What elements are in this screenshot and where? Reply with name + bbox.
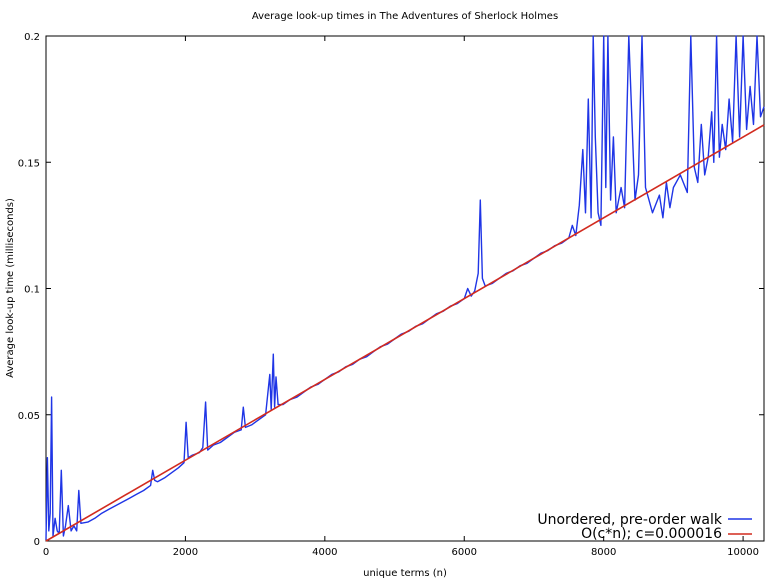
y-tick-label: 0	[34, 537, 40, 548]
y-tick-label: 0.1	[24, 285, 40, 296]
series-line-1	[45, 124, 765, 542]
x-tick-label: 10000	[727, 547, 759, 558]
x-tick-label: 0	[43, 547, 49, 558]
y-tick-label: 0.2	[24, 32, 40, 43]
x-tick-label: 2000	[173, 547, 198, 558]
axis-ticks: 0 2000 4000 6000 8000 10000 0 0.05 0.1 0.15 0.2	[18, 32, 764, 558]
x-tick-label: 8000	[591, 547, 616, 558]
legend-label-series-0: Unordered, pre-order walk	[537, 512, 723, 528]
legend: Unordered, pre-order walk O(c*n); c=0.00…	[537, 512, 752, 542]
x-tick-label: 4000	[312, 547, 337, 558]
legend-label-series-1: O(c*n); c=0.000016	[581, 526, 722, 542]
x-axis-label: unique terms (n)	[363, 568, 447, 579]
y-axis-label: Average look-up time (milliseconds)	[5, 198, 16, 378]
chart-title: Average look-up times in The Adventures …	[252, 11, 558, 22]
y-tick-label: 0.05	[18, 411, 40, 422]
y-tick-label: 0.15	[18, 158, 40, 169]
x-tick-label: 6000	[452, 547, 477, 558]
series-line-0	[45, 35, 765, 540]
series-layer	[45, 35, 765, 542]
plot-frame	[45, 35, 765, 542]
